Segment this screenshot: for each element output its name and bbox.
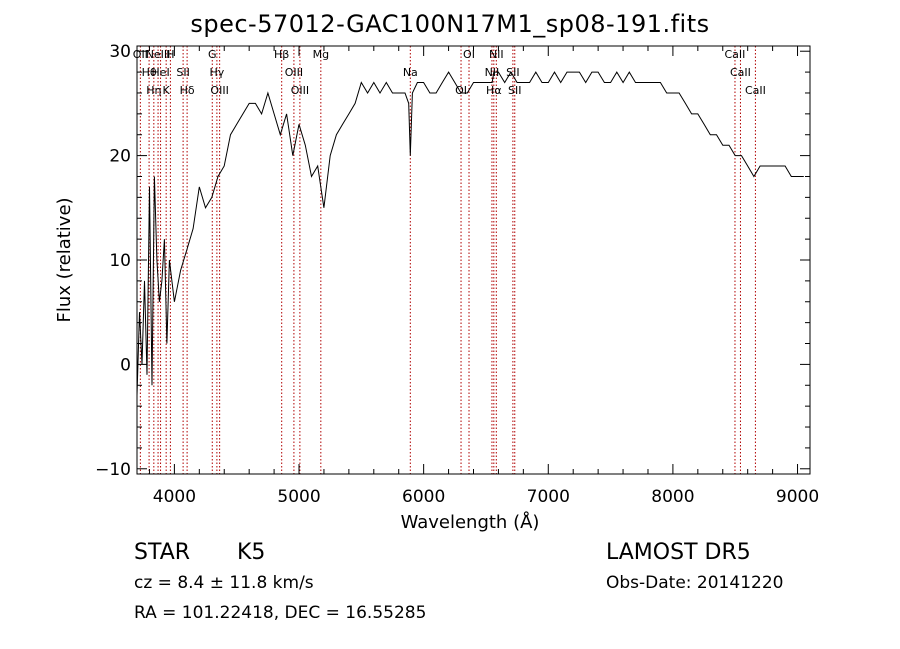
line-label: CaII	[730, 66, 751, 79]
line-label: OIII	[210, 84, 228, 97]
redshift-text: cz = 8.4 ± 11.8 km/s	[134, 573, 314, 593]
x-tick-label: 9000	[776, 487, 819, 507]
line-label: Hγ	[209, 66, 224, 79]
line-label: OI	[455, 84, 467, 97]
line-label: Hβ	[274, 48, 289, 61]
line-label: OIII	[291, 84, 309, 97]
line-label: OIII	[285, 66, 303, 79]
line-label: SII	[506, 66, 519, 79]
x-tick-label: 7000	[527, 487, 570, 507]
line-label: Hη	[146, 84, 161, 97]
line-label: NII	[485, 66, 500, 79]
line-label: SII	[176, 66, 189, 79]
y-axis-label: Flux (relative)	[54, 197, 75, 322]
line-label: Hθ	[142, 66, 157, 79]
line-label: HeI	[151, 66, 169, 79]
x-tick-label: 6000	[402, 487, 445, 507]
y-tick-label: −10	[95, 460, 131, 480]
plot-frame	[136, 45, 811, 475]
line-label: CaII	[745, 84, 766, 97]
object-class: STAR	[134, 540, 191, 565]
line-label: CaII	[725, 48, 746, 61]
chart-title: spec-57012-GAC100N17M1_sp08-191.fits	[190, 10, 710, 38]
line-label: K	[163, 84, 171, 97]
line-label: NII	[489, 48, 504, 61]
y-tick-label: 0	[120, 355, 131, 375]
observation-date: Obs-Date: 20141220	[606, 573, 784, 593]
line-label: NeIII	[146, 48, 171, 61]
y-axis-ticks: −10 0 10 20 30	[95, 42, 810, 480]
object-subclass: K5	[237, 540, 266, 565]
line-label: OI	[463, 48, 475, 61]
y-tick-label: 10	[109, 251, 131, 271]
x-tick-label: 8000	[651, 487, 694, 507]
y-tick-label: 20	[109, 147, 131, 167]
spectrum-series-line	[136, 71, 804, 396]
line-label: SII	[508, 84, 521, 97]
line-label: Na	[403, 66, 418, 79]
line-label: Hα	[486, 84, 502, 97]
y-tick-label: 30	[109, 42, 131, 62]
x-axis-ticks: 4000 5000 6000 7000 8000 9000	[148, 46, 819, 507]
line-label: G	[208, 48, 217, 61]
x-tick-label: 5000	[277, 487, 320, 507]
line-labels: OIIHθHηNeIIIHeIKHSIIHδGHγOIIIHβOIIIOIIIM…	[133, 48, 766, 97]
coordinates-text: RA = 101.22418, DEC = 16.55285	[134, 603, 427, 623]
line-label: Mg	[313, 48, 329, 61]
line-markers	[139, 46, 756, 474]
x-tick-label: 4000	[153, 487, 196, 507]
line-label: H	[166, 48, 174, 61]
x-axis-label: Wavelength (Å)	[401, 511, 540, 533]
line-label: Hδ	[180, 84, 195, 97]
survey-name: LAMOST DR5	[606, 540, 751, 565]
